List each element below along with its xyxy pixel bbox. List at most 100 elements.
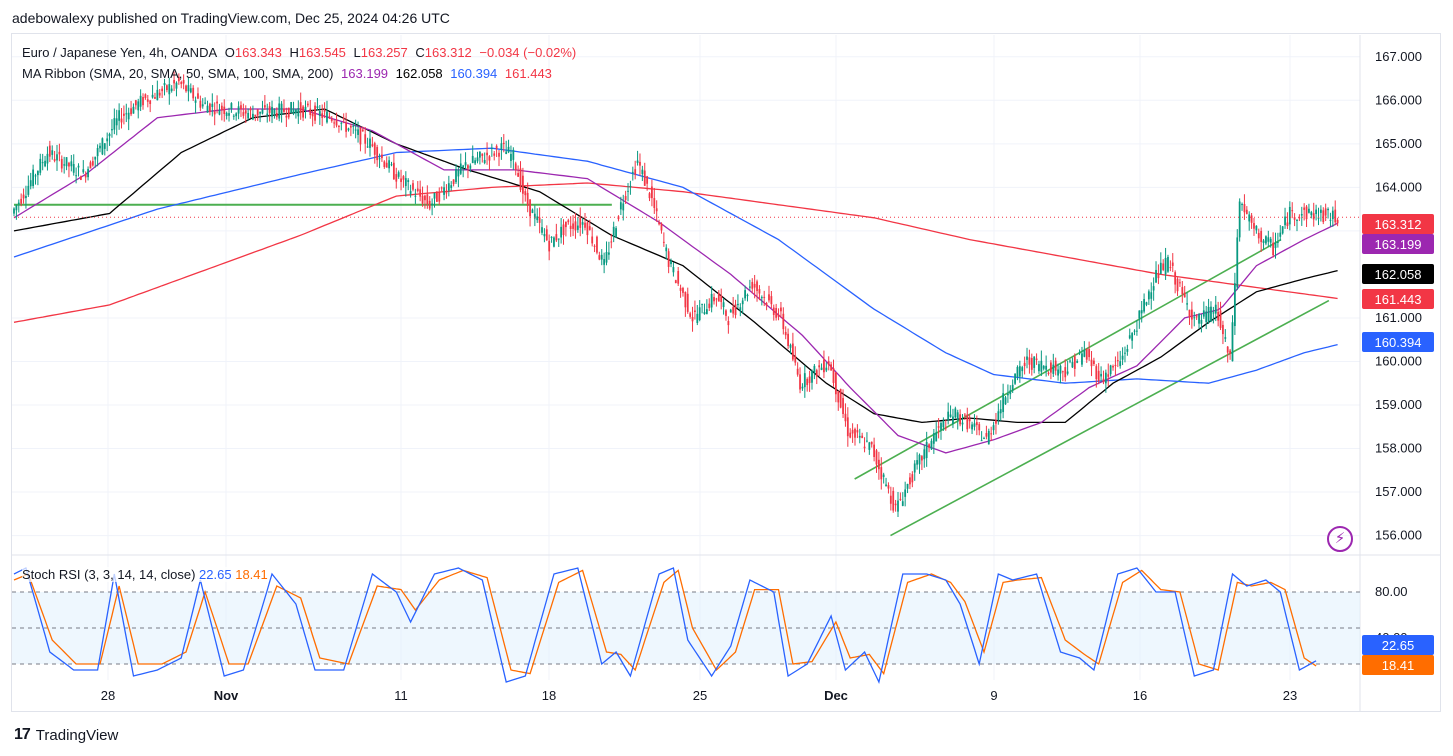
candle-body	[177, 77, 180, 82]
candle-body	[433, 192, 436, 199]
candle-body	[223, 106, 226, 114]
candle-body	[1298, 217, 1301, 219]
candle-body	[431, 203, 434, 205]
candle-body	[366, 146, 369, 148]
candle-body	[376, 147, 379, 161]
candle-body	[149, 100, 152, 105]
candle-body	[1095, 366, 1098, 380]
candle-body	[947, 411, 950, 420]
stoch-d-line	[13, 569, 1317, 676]
time-axis-label: 18	[542, 688, 556, 703]
candle-body	[677, 271, 680, 284]
candle-body	[794, 355, 797, 363]
candle-body	[846, 417, 849, 437]
candle-body	[244, 110, 247, 114]
candle-body	[1205, 311, 1208, 323]
candle-body	[495, 145, 498, 149]
candle-body	[560, 226, 563, 238]
candle-body	[490, 147, 493, 149]
candle-body	[913, 463, 916, 473]
candle-body	[416, 188, 419, 192]
channel-lower-line	[890, 299, 1330, 537]
stoch-label-k-bg	[1362, 635, 1434, 655]
candle-body	[1071, 362, 1074, 368]
candle-body	[82, 169, 85, 173]
candle-body	[1288, 206, 1291, 225]
candle-body	[1231, 322, 1234, 362]
candle-body	[579, 217, 582, 228]
candle-body	[326, 111, 328, 123]
candle-body	[464, 162, 467, 166]
candle-body	[811, 370, 813, 383]
candle-body	[1054, 360, 1057, 371]
candle-body	[1315, 209, 1318, 215]
candle-body	[670, 260, 672, 265]
candle-body	[275, 113, 278, 118]
candle-body	[349, 126, 352, 128]
candle-body	[96, 148, 99, 157]
candle-body	[154, 97, 156, 99]
candle-body	[1121, 355, 1124, 360]
candle-body	[541, 227, 543, 233]
ma20-value: 163.199	[341, 66, 389, 81]
candle-body	[789, 344, 792, 348]
candle-body	[321, 113, 324, 118]
candle-body	[737, 303, 739, 306]
candle-body	[41, 162, 44, 164]
candle-body	[956, 412, 959, 420]
candle-body	[746, 294, 749, 297]
candle-body	[999, 409, 1002, 414]
candle-body	[803, 373, 806, 388]
candle-body	[1331, 210, 1334, 220]
candle-body	[1236, 237, 1239, 288]
candle-body	[572, 223, 574, 229]
candle-body	[481, 153, 484, 156]
candle-body	[842, 398, 844, 415]
candle-body	[99, 145, 101, 149]
candle-body	[192, 87, 195, 99]
candle-body	[1327, 208, 1329, 211]
candle-body	[419, 189, 422, 197]
candle-body	[889, 495, 892, 504]
candle-body	[918, 454, 921, 465]
candle-body	[486, 152, 488, 156]
candle-body	[342, 117, 345, 119]
candle-body	[1229, 350, 1231, 354]
tradingview-brand[interactable]: 17 TradingView	[14, 726, 118, 744]
candle-body	[1073, 356, 1076, 369]
candle-body	[820, 367, 823, 370]
candle-body	[892, 490, 895, 511]
candle-body	[753, 283, 756, 288]
candle-body	[1198, 314, 1200, 324]
candle-body	[347, 128, 350, 131]
candle-body	[173, 79, 175, 84]
candle-body	[1133, 330, 1136, 332]
candle-body	[596, 236, 598, 253]
candle-body	[125, 113, 128, 115]
candle-body	[1157, 273, 1160, 279]
lightning-icon[interactable]: ⚡	[1327, 526, 1353, 552]
candle-body	[1152, 286, 1155, 291]
candle-body	[734, 304, 737, 316]
candle-body	[328, 116, 331, 118]
candle-body	[130, 108, 132, 115]
candle-body	[899, 498, 902, 500]
candle-body	[995, 420, 997, 424]
candle-body	[1193, 317, 1196, 319]
candle-body	[333, 122, 336, 124]
candle-body	[268, 106, 271, 113]
candle-body	[32, 169, 35, 186]
candle-body	[674, 280, 677, 283]
time-axis-label: 23	[1283, 688, 1297, 703]
price-label-ma200: 161.443	[1375, 292, 1422, 307]
candle-body	[548, 240, 551, 252]
candle-body	[1159, 262, 1162, 274]
candle-body	[209, 103, 211, 113]
candle-body	[225, 112, 228, 116]
candle-body	[653, 198, 656, 209]
candle-body	[424, 195, 426, 201]
candle-body	[784, 331, 787, 336]
candle-body	[1021, 367, 1024, 372]
candle-body	[1007, 393, 1009, 396]
